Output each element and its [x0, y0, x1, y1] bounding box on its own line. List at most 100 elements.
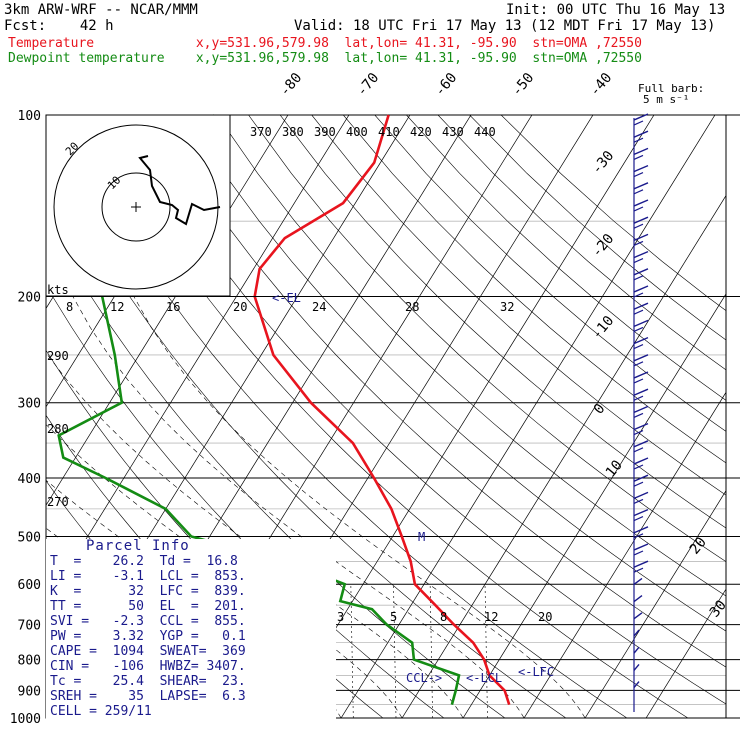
top-scale-label: 32 — [500, 300, 514, 314]
dry-adiabat — [343, 115, 726, 464]
dewpoint-legend: Dewpoint temperature x,y=531.96,579.98 l… — [8, 51, 642, 66]
wind-barb — [633, 147, 649, 156]
wind-barb — [633, 440, 649, 448]
wind-barb-half — [633, 309, 644, 315]
wind-barb — [633, 508, 649, 517]
dry-adiabat — [311, 115, 726, 496]
parcel-info-panel: Parcel Info T = 26.2 Td = 16.8 LI = -3.1 … — [46, 539, 336, 734]
isotherm-label: -60 — [432, 70, 461, 100]
parcel-info-row: K = 32 LFC = 839. — [50, 584, 246, 599]
parcel-info-title: Parcel Info — [86, 538, 190, 554]
dry-adiabat — [374, 115, 726, 432]
wind-barb-half — [633, 137, 644, 143]
wind-barb — [633, 354, 649, 362]
top-scale-label: 12 — [110, 300, 124, 314]
isotherm-label: 0 — [591, 401, 609, 418]
parcel-info-row: CELL = 259/11 — [50, 704, 152, 719]
parcel-info-row: Tc = 25.4 SHEAR= 23. — [50, 674, 246, 689]
mixing-ratio-line — [393, 584, 397, 718]
wind-barb — [633, 113, 649, 121]
wind-barb-half — [633, 275, 644, 281]
mixing-ratio-label: 12 — [484, 610, 498, 624]
hodo-units-label: kts — [47, 283, 69, 297]
parcel-info-row: T = 26.2 Td = 16.8 — [50, 554, 238, 569]
wind-barb — [633, 302, 649, 310]
wind-barb-half — [633, 154, 644, 160]
wind-barb-half — [633, 189, 644, 195]
wind-barb-half — [633, 481, 644, 487]
isotherm-line — [46, 115, 350, 605]
wind-barb-half — [633, 447, 644, 453]
pressure-tick-label: 500 — [18, 530, 41, 545]
hodo-ring-10 — [101, 172, 171, 242]
isotherm-line — [279, 115, 655, 718]
theta-label: 390 — [314, 125, 336, 139]
wind-barb — [633, 422, 649, 431]
top-scale-label: 8 — [66, 300, 73, 314]
wind-barb — [633, 182, 649, 190]
isotherm-line — [462, 293, 726, 718]
dry-adiabat — [46, 152, 567, 718]
wind-barb — [633, 543, 649, 551]
theta-left-label: 280 — [47, 422, 69, 436]
parcel-info-rows: T = 26.2 Td = 16.8 LI = -3.1 LCL = 853. K … — [46, 554, 336, 719]
mixing-ratio-label: 8 — [440, 610, 447, 624]
pressure-tick-label: 800 — [18, 654, 41, 669]
pressure-tick-label: 700 — [18, 619, 41, 634]
top-scale-label: 28 — [405, 300, 419, 314]
pressure-tick-label: 400 — [18, 472, 41, 487]
plot-frame — [45, 114, 727, 719]
isotherm-label: -50 — [509, 70, 538, 100]
pressure-tick-label: 600 — [18, 578, 41, 593]
dry-adiabat — [153, 115, 726, 668]
wind-barb-legend: Full barb: — [638, 82, 704, 95]
isotherm-line — [523, 391, 726, 718]
wind-barb — [633, 199, 649, 207]
pressure-tick-label: 900 — [18, 684, 41, 699]
wind-barb-half — [633, 567, 644, 573]
wind-barb — [633, 629, 640, 637]
wind-barb-half — [633, 464, 644, 470]
dry-adiabat — [437, 115, 726, 371]
isotherm-label: -30 — [589, 148, 618, 178]
parcel-info-row: CIN = -106 HWBZ= 3407. — [50, 659, 246, 674]
dry-adiabat — [90, 115, 689, 718]
mixing-ratio-label: 3 — [337, 610, 344, 624]
mixing-ratio-label: 5 — [390, 610, 397, 624]
model-title: 3km ARW-WRF -- NCAR/MMM — [4, 2, 198, 18]
theta-label: 420 — [410, 125, 432, 139]
wind-barb — [633, 268, 649, 276]
parcel-info-row: PW = 3.32 YGP = 0.1 — [50, 629, 246, 644]
theta-label: 440 — [474, 125, 496, 139]
theta-label: 410 — [378, 125, 400, 139]
wind-barb-half — [633, 206, 644, 212]
isotherm-line — [645, 588, 726, 718]
wind-barb — [633, 371, 649, 379]
lfc-annotation: <-LFC — [518, 665, 554, 679]
wind-barb-half — [633, 292, 644, 298]
wind-barb-half — [633, 395, 644, 401]
mixing-ratio-label: 20 — [538, 610, 552, 624]
dry-adiabat — [121, 115, 726, 705]
forecast-hour: Fcst: 42 h — [4, 18, 114, 34]
top-scale-label: 24 — [312, 300, 326, 314]
parcel-info-row: TT = 50 EL = 201. — [50, 599, 246, 614]
wind-barb-legend: 5 m s⁻¹ — [643, 93, 689, 106]
mixing-ratio-line — [429, 584, 433, 718]
wind-barb-half — [633, 120, 644, 126]
parcel-info-row: LI = -3.1 LCL = 853. — [50, 569, 246, 584]
wind-barb — [633, 526, 649, 534]
theta-label: 430 — [442, 125, 464, 139]
wind-barb-half — [633, 412, 644, 418]
wind-barb — [633, 164, 649, 173]
wind-barb-half — [633, 533, 644, 539]
mixing-ratio-line — [484, 584, 488, 718]
wind-barb — [633, 560, 649, 568]
pressure-tick-label: 200 — [18, 291, 41, 306]
wind-barb — [633, 646, 640, 654]
wind-barb-half — [633, 172, 644, 178]
parcel-info-row: SREH = 35 LAPSE= 6.3 — [50, 689, 246, 704]
parcel-info-row: CAPE = 1094 SWEAT= 369 — [50, 644, 246, 659]
